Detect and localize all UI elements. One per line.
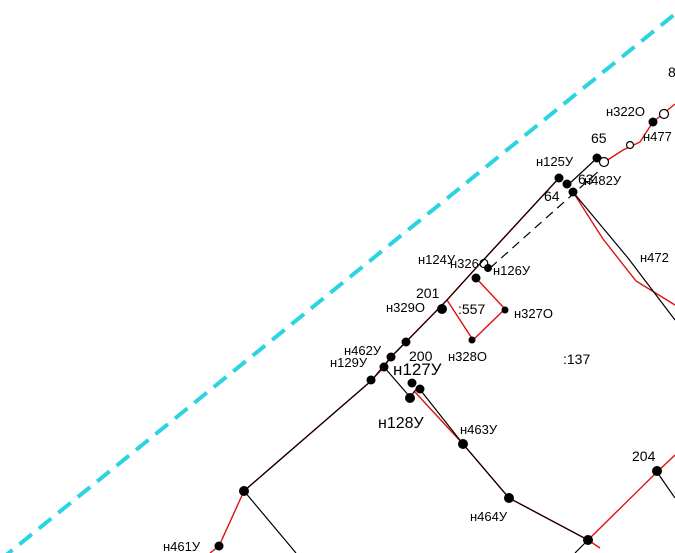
label-n127u: н127У <box>393 360 442 379</box>
label-n463u: н463У <box>460 422 498 437</box>
point-n127u-b <box>415 384 425 394</box>
label-parcel-557: :557 <box>458 301 485 317</box>
label-n461u: н461У <box>163 539 201 553</box>
red-boundary-lines <box>209 103 675 553</box>
point-63 <box>562 179 572 189</box>
point-n464u <box>504 493 514 503</box>
point-b <box>239 486 249 496</box>
label-n129u: н129У <box>330 355 368 370</box>
point-n463u <box>458 439 468 449</box>
label-n126u: н126У <box>493 263 531 278</box>
map-labels: 8 н322О н477 65 н125У 63 н482У 64 н472 н… <box>163 64 675 553</box>
point-n329o <box>437 304 447 314</box>
label-n326o: н326О <box>450 256 489 271</box>
label-eight: 8 <box>668 64 675 80</box>
label-n329o: н329О <box>386 300 425 315</box>
point-n129u <box>379 362 389 372</box>
zone-boundary-dashed-line <box>5 12 675 553</box>
open-points <box>598 108 670 168</box>
point-200 <box>386 352 396 362</box>
point-n128u <box>405 393 415 403</box>
black-dashed-line <box>489 169 601 269</box>
label-n327o: н327О <box>514 306 553 321</box>
label-65: 65 <box>591 130 607 146</box>
open-point-mid <box>625 140 635 150</box>
point-n326o <box>471 273 481 283</box>
open-point-n477 <box>658 108 670 120</box>
open-point-n482u <box>598 156 610 168</box>
point-n126u <box>484 264 492 272</box>
point-64 <box>568 187 578 197</box>
label-n125u: н125У <box>536 154 574 169</box>
label-n462u: н462У <box>344 343 382 358</box>
label-n328o: н328О <box>448 349 487 364</box>
point-n125u <box>554 173 564 183</box>
black-boundary-lines <box>243 157 675 553</box>
point-n322o <box>648 117 658 127</box>
point-n328o <box>468 336 476 344</box>
label-parcel-137: :137 <box>563 351 590 367</box>
label-n128u: н128У <box>378 415 425 432</box>
label-64: 64 <box>544 188 560 204</box>
label-n477: н477 <box>643 129 672 144</box>
label-n464u: н464У <box>470 509 508 524</box>
label-n322o: н322О <box>606 104 645 119</box>
label-63: 63 <box>578 171 594 187</box>
point-a <box>366 375 376 385</box>
point-n461u <box>214 541 224 551</box>
label-204: 204 <box>632 448 656 464</box>
point-n327o <box>501 306 509 314</box>
point-n127u-a <box>407 378 417 388</box>
label-200: 200 <box>409 348 433 364</box>
label-201: 201 <box>416 285 440 301</box>
point-c <box>583 535 593 545</box>
point-204 <box>652 466 662 476</box>
survey-points <box>214 117 662 551</box>
label-n472: н472 <box>640 250 669 265</box>
label-n482u: н482У <box>584 173 622 188</box>
point-n462u <box>401 337 411 347</box>
label-n124u: н124У <box>418 252 456 267</box>
